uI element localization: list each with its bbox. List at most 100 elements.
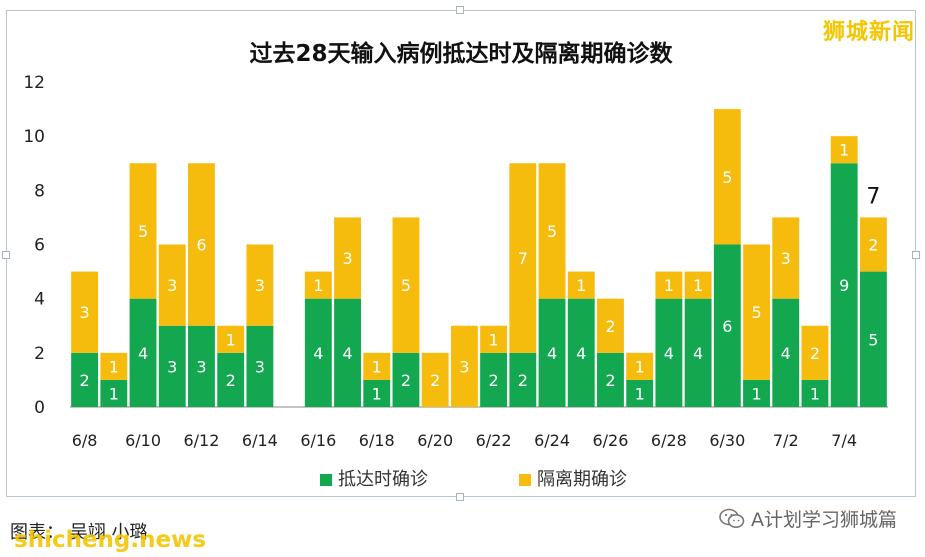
bar-segment — [713, 244, 741, 407]
data-label: 2 — [605, 317, 615, 336]
bar-segment — [509, 163, 537, 353]
y-tick-label: 12 — [23, 73, 45, 93]
bar-segment — [772, 298, 800, 407]
bar-segment — [801, 325, 829, 380]
x-tick-label: 6/14 — [242, 431, 278, 450]
bar-segment — [655, 271, 683, 299]
data-label: 6 — [722, 317, 732, 336]
data-label: 5 — [547, 222, 557, 241]
bar-segment — [334, 298, 361, 407]
bar-segment — [567, 298, 595, 407]
x-tick-label: 7/4 — [831, 431, 857, 450]
data-label: 1 — [372, 357, 382, 376]
data-label: 2 — [226, 371, 236, 390]
site-watermark: shicheng.news — [14, 527, 207, 553]
wechat-label: A计划学习狮城篇 — [751, 509, 897, 531]
brand-logo: 狮城新闻 — [822, 20, 915, 45]
bar-segment — [480, 352, 508, 407]
bar-segment — [684, 298, 712, 407]
data-label: 7 — [518, 249, 528, 268]
bar-segment — [363, 352, 391, 380]
data-label: 4 — [313, 344, 323, 363]
bar-segment — [71, 352, 99, 407]
bar-segment — [158, 325, 186, 407]
bar-segment — [158, 244, 186, 326]
resize-handle-right[interactable] — [912, 251, 920, 259]
data-label: 1 — [839, 141, 849, 160]
bar-segment — [626, 379, 654, 407]
resize-handle-left[interactable] — [2, 251, 10, 259]
bar-segment — [304, 271, 332, 299]
y-tick-label: 4 — [34, 290, 45, 310]
data-label: 4 — [664, 344, 674, 363]
legend: 抵达时确诊 隔离期确诊 — [320, 469, 627, 490]
y-tick-label: 8 — [34, 181, 45, 201]
bar-segment — [71, 271, 99, 353]
data-label: 2 — [401, 371, 411, 390]
x-tick-label: 6/18 — [359, 431, 395, 450]
data-label: 1 — [109, 384, 119, 403]
bar-segment — [859, 217, 887, 272]
x-tick-label: 7/2 — [773, 431, 799, 450]
data-label: 4 — [781, 344, 791, 363]
resize-handle-top[interactable] — [456, 6, 464, 14]
bar-segment — [392, 352, 420, 407]
bar-segment — [743, 379, 770, 407]
x-tick-label: 6/12 — [183, 431, 219, 450]
data-label: 2 — [605, 371, 615, 390]
x-tick-label: 6/22 — [476, 431, 512, 450]
data-label: 9 — [839, 276, 849, 295]
data-label: 1 — [372, 384, 382, 403]
data-label: 1 — [693, 276, 703, 295]
x-tick-label: 6/16 — [300, 431, 336, 450]
bar-segment — [684, 271, 712, 299]
chart-title: 过去28天输入病例抵达时及隔离期确诊数 — [249, 40, 673, 67]
bar-segment — [392, 217, 420, 353]
data-label: 1 — [635, 384, 645, 403]
data-label: 3 — [196, 357, 206, 376]
data-label: 1 — [226, 330, 236, 349]
data-label: 6 — [196, 236, 206, 255]
legend-swatch-quarantine — [519, 474, 531, 486]
data-label: 2 — [868, 236, 878, 255]
data-label: 1 — [635, 357, 645, 376]
resize-handle-bottom[interactable] — [456, 493, 464, 501]
data-label: 4 — [547, 344, 557, 363]
legend-swatch-arrival — [320, 474, 332, 486]
data-label: 3 — [167, 276, 177, 295]
data-label: 1 — [576, 276, 586, 295]
data-label: 1 — [313, 276, 323, 295]
data-label: 2 — [430, 371, 440, 390]
data-label: 5 — [401, 276, 411, 295]
x-tick-label: 6/24 — [534, 431, 570, 450]
bar-segment — [421, 352, 449, 407]
bar-segment — [100, 352, 128, 380]
bar-segment — [480, 325, 508, 353]
legend-label-quarantine: 隔离期确诊 — [537, 469, 627, 490]
bar-segment — [830, 163, 858, 407]
data-label: 3 — [255, 276, 265, 295]
bar-segment — [509, 352, 537, 407]
bar-segment — [743, 244, 770, 380]
bar-segment — [830, 136, 858, 164]
data-label: 2 — [80, 371, 90, 390]
data-label: 2 — [489, 371, 499, 390]
x-tick-label: 6/28 — [651, 431, 687, 450]
data-label: 3 — [80, 303, 90, 322]
wechat-account: A计划学习狮城篇 — [719, 505, 897, 532]
annotation-total: 7 — [866, 184, 880, 209]
bar-segment — [450, 325, 478, 407]
chart-credit: 图表： 吴翊 小璐 — [10, 522, 148, 543]
data-label: 2 — [810, 344, 820, 363]
y-tick-label: 6 — [34, 236, 45, 256]
bar-segment — [363, 379, 391, 407]
x-tick-label: 6/26 — [592, 431, 628, 450]
y-tick-label: 2 — [34, 344, 45, 364]
data-label: 5 — [722, 168, 732, 187]
bar-segment — [246, 244, 274, 326]
data-label: 1 — [810, 384, 820, 403]
data-label: 1 — [751, 384, 761, 403]
bar-segment — [334, 217, 361, 299]
